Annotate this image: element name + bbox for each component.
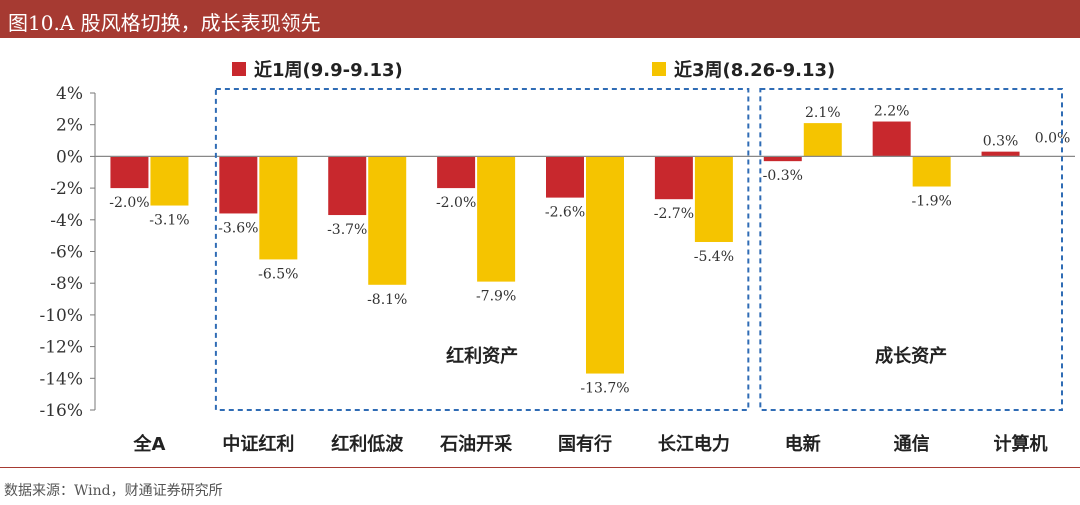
- legend-swatch-week3: [652, 62, 666, 76]
- bar-week1: [872, 121, 911, 157]
- y-tick-label: -4%: [50, 211, 83, 231]
- y-tick-label: -16%: [39, 401, 83, 421]
- bar-week3: [150, 156, 189, 206]
- y-tick-label: -6%: [50, 243, 83, 263]
- x-category-label: 电新: [785, 433, 821, 455]
- data-label-week1: -2.0%: [109, 195, 149, 211]
- data-label-week1: 2.2%: [874, 104, 910, 120]
- y-tick-label: -2%: [50, 179, 83, 199]
- bar-week3: [694, 156, 733, 242]
- data-label-week3: -7.9%: [476, 289, 516, 305]
- bar-week3: [477, 156, 516, 282]
- bar-chart: 4%2%0%-2%-4%-6%-8%-10%-12%-14%-16%-2.0%-…: [39, 59, 1075, 455]
- y-tick-label: -12%: [39, 338, 83, 358]
- bar-week1: [437, 156, 476, 189]
- legend-swatch-week1: [232, 62, 246, 76]
- legend-label-week1: 近1周(9.9-9.13): [254, 59, 403, 81]
- bar-week1: [110, 156, 149, 189]
- bar-week1: [981, 151, 1020, 157]
- bar-week1: [328, 156, 367, 216]
- data-label-week1: 0.3%: [983, 134, 1019, 150]
- y-tick-label: -10%: [39, 306, 83, 326]
- chart-title: 图10.A 股风格切换，成长表现领先: [8, 11, 321, 35]
- x-category-label: 红利低波: [331, 433, 404, 455]
- data-label-week1: -2.6%: [545, 205, 585, 221]
- legend-label-week3: 近3周(8.26-9.13): [674, 59, 835, 81]
- data-label-week3: -5.4%: [694, 249, 734, 265]
- data-label-week3: 2.1%: [805, 105, 841, 121]
- group-label: 成长资产: [875, 345, 947, 367]
- x-category-label: 国有行: [558, 433, 612, 455]
- bar-week3: [259, 156, 298, 260]
- data-label-week3: -1.9%: [912, 194, 952, 210]
- bar-week3: [368, 156, 407, 285]
- group-label: 红利资产: [446, 345, 518, 367]
- bar-week1: [763, 156, 802, 162]
- bar-week3: [586, 156, 624, 374]
- y-tick-label: 2%: [56, 116, 83, 136]
- data-label-week1: -0.3%: [763, 168, 803, 184]
- bar-week1: [219, 156, 258, 214]
- bar-week3: [912, 156, 951, 187]
- x-category-label: 长江电力: [658, 433, 730, 455]
- data-label-week3: -3.1%: [149, 213, 189, 229]
- y-tick-label: 4%: [56, 84, 83, 104]
- x-category-label: 计算机: [994, 433, 1048, 455]
- x-category-label: 通信: [894, 433, 930, 455]
- data-label-week3: -6.5%: [258, 266, 298, 282]
- x-category-label: 中证红利: [222, 433, 294, 455]
- source-note: 数据来源：Wind，财通证券研究所: [4, 483, 223, 499]
- data-label-week1: -2.7%: [654, 206, 694, 222]
- bar-week1: [546, 156, 584, 198]
- x-category-label: 全A: [132, 433, 165, 455]
- group-box: [759, 88, 1063, 411]
- data-label-week3: -8.1%: [367, 292, 407, 308]
- y-tick-label: 0%: [56, 147, 83, 167]
- data-label-week1: -3.6%: [218, 220, 258, 236]
- data-label-week1: -2.0%: [436, 195, 476, 211]
- data-label-week3: 0.0%: [1035, 130, 1071, 146]
- footer-divider: [0, 467, 1080, 468]
- data-label-week3: -13.7%: [580, 381, 629, 397]
- bar-week1: [654, 156, 693, 200]
- data-label-week1: -3.7%: [327, 222, 367, 238]
- group-box: [214, 88, 750, 411]
- y-tick-label: -14%: [39, 369, 83, 389]
- y-tick-label: -8%: [50, 274, 83, 294]
- x-category-label: 石油开采: [439, 433, 513, 455]
- bar-week3: [803, 123, 842, 157]
- title-bar: 图10.A 股风格切换，成长表现领先: [0, 0, 1080, 38]
